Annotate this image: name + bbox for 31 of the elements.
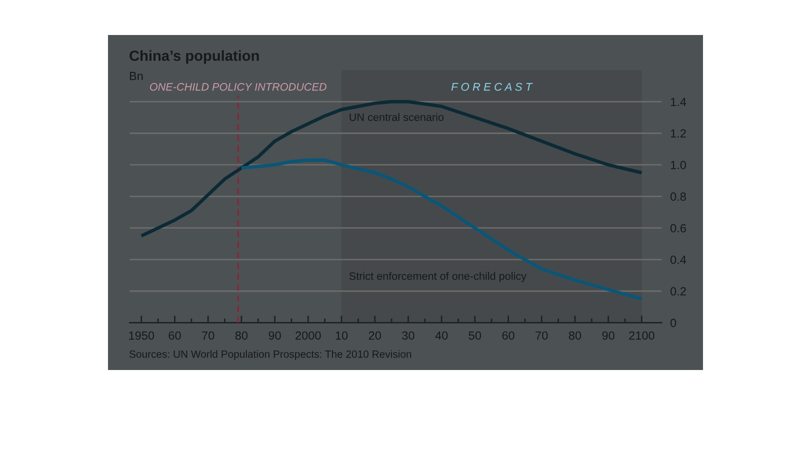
line-series (140, 100, 644, 238)
x-tick-label: 50 (468, 331, 482, 340)
y-tick-label: 0.2 (670, 287, 686, 296)
x-tick-label: 90 (602, 331, 614, 340)
x-tick-label: 30 (402, 331, 414, 340)
y-tick-label: 0 (670, 318, 676, 328)
x-tick-label: 1950 (129, 331, 154, 340)
chart-subtitle: Bn (130, 72, 143, 80)
x-tick-label: 20 (368, 331, 381, 340)
x-tick-label: 60 (502, 331, 514, 340)
y-tick-label: 1.2 (670, 129, 686, 138)
x-tick-label: 2000 (296, 331, 321, 340)
y-tick-label: 1.0 (670, 160, 686, 170)
line-series (240, 158, 644, 301)
x-tick-label: 70 (536, 331, 548, 340)
x-tick-label: 10 (336, 331, 348, 340)
x-tick-label: 80 (235, 331, 248, 340)
y-tick-label: 0.8 (670, 192, 686, 201)
x-tick-label: 70 (202, 331, 214, 340)
band-label: F O R E C A S T (451, 82, 533, 91)
y-tick-label: 0.4 (670, 256, 686, 264)
x-tick-label: 2100 (629, 331, 654, 340)
x-tick-label: 60 (168, 331, 181, 340)
chart-title: China’s population (130, 50, 259, 64)
y-tick-label: 0.6 (670, 224, 686, 232)
ref-line-label: ONE-CHILD POLICY INTRODUCED (150, 83, 326, 91)
x-tick-label: 90 (268, 331, 281, 340)
x-tick-label: 40 (435, 331, 448, 340)
source-note: Sources: UN World Population Prospects: The 2010 Revision (129, 350, 412, 360)
y-tick-label: 1.4 (670, 98, 686, 106)
x-tick-label: 80 (568, 331, 582, 340)
